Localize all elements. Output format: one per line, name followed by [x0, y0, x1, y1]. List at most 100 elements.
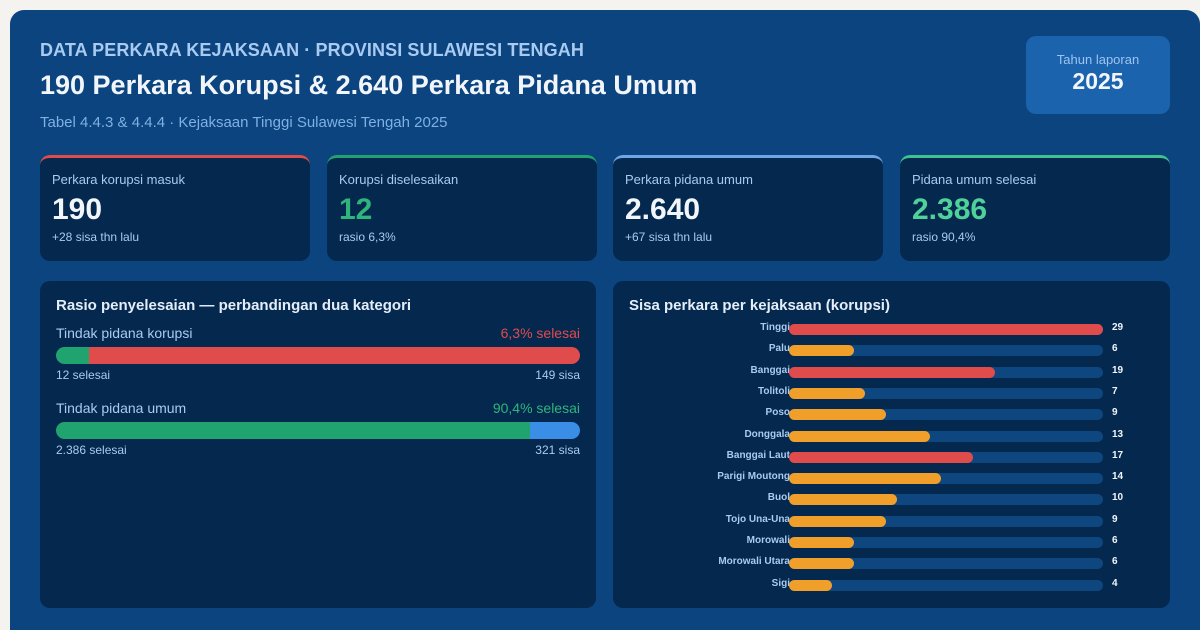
bar-row: Banggai 19	[613, 363, 1173, 383]
bar-row: Tinggi 29	[613, 320, 1173, 340]
bar-fill	[789, 537, 854, 548]
kpi-value: 12	[339, 193, 373, 226]
bar-value: 6	[1112, 556, 1118, 568]
ratio-row-percent: 90,4% selesai	[492, 400, 580, 416]
kpi-value: 190	[52, 193, 103, 226]
ratio-done-label: 12 selesai	[56, 368, 111, 382]
bar-label: Banggai	[750, 364, 790, 376]
bar-row: Poso 9	[613, 405, 1173, 425]
ratio-left-label: 321 sisa	[535, 443, 580, 457]
year-badge-value: 2025	[1072, 68, 1124, 94]
kpi-label: Pidana umum selesai	[912, 172, 1037, 187]
kpi-value: 2.640	[625, 193, 701, 226]
bar-track	[789, 345, 1103, 357]
bar-track	[789, 515, 1103, 527]
ratio-done-segment	[56, 422, 530, 439]
bar-track	[789, 579, 1103, 591]
bar-label: Tojo Una-Una	[725, 513, 790, 525]
bar-label: Sigi	[771, 577, 790, 589]
bar-fill	[789, 387, 865, 399]
bar-value: 9	[1112, 407, 1118, 419]
bar-fill	[789, 473, 941, 485]
bar-label: Tolitoli	[757, 385, 790, 397]
kpi-card-korupsi-masuk: Perkara korupsi masuk 190 +28 sisa thn l…	[40, 155, 310, 261]
bar-value: 29	[1112, 322, 1124, 333]
kpi-note: rasio 90,4%	[912, 230, 976, 244]
ratio-row-name: Tindak pidana umum	[56, 400, 187, 416]
bar-track	[789, 558, 1103, 570]
ratio-row-korupsi: Tindak pidana korupsi 6,3% selesai 12 se…	[56, 325, 580, 382]
bar-track	[789, 366, 1103, 378]
ratio-left-segment	[529, 422, 580, 439]
bar-label: Donggala	[744, 428, 790, 440]
kpi-value: 2.386	[912, 193, 988, 226]
bar-row: Parigi Moutong 14	[613, 469, 1173, 489]
bar-track	[789, 430, 1103, 442]
kpi-card-pidum-selesai: Pidana umum selesai 2.386 rasio 90,4%	[900, 155, 1170, 261]
bar-row: Morowali Utara 6	[613, 554, 1173, 574]
bar-value: 6	[1112, 535, 1118, 546]
bar-fill	[789, 558, 854, 570]
kpi-label: Perkara pidana umum	[625, 172, 753, 187]
bar-value: 9	[1112, 513, 1118, 525]
ratio-stacked-bar	[56, 347, 580, 364]
bar-value: 4	[1112, 577, 1118, 589]
bar-row: Sigi 4	[613, 576, 1173, 596]
bar-row: Morowali 6	[613, 533, 1173, 553]
ratio-left-segment	[89, 347, 580, 364]
bar-label: Morowali	[746, 535, 790, 546]
bar-label: Banggai Laut	[726, 449, 790, 461]
bar-row: Tolitoli 7	[613, 384, 1173, 404]
ratio-stacked-bar	[56, 422, 580, 439]
bar-label: Buol	[767, 492, 790, 504]
ratio-done-label: 2.386 selesai	[56, 443, 127, 457]
bar-label: Palu	[768, 343, 790, 355]
bar-value: 19	[1112, 364, 1124, 376]
ratio-row-name: Tindak pidana korupsi	[56, 325, 193, 341]
ratio-panel-title: Rasio penyelesaian — perbandingan dua ka…	[56, 297, 412, 314]
bar-fill	[789, 345, 854, 357]
bar-label: Poso	[765, 407, 790, 419]
kpi-card-korupsi-selesai: Korupsi diselesaikan 12 rasio 6,3%	[327, 155, 597, 261]
bar-track	[789, 473, 1103, 485]
bar-fill	[789, 409, 887, 421]
ratio-left-label: 149 sisa	[535, 368, 580, 382]
bar-value: 10	[1112, 492, 1124, 504]
bar-row: Buol 10	[613, 490, 1173, 510]
bars-panel-title: Sisa perkara per kejaksaan (korupsi)	[629, 297, 890, 314]
ratio-row-percent: 6,3% selesai	[500, 325, 580, 341]
bars-panel: Sisa perkara per kejaksaan (korupsi) Tin…	[613, 281, 1170, 608]
bar-track	[789, 494, 1103, 506]
bar-label: Parigi Moutong	[717, 471, 790, 483]
bar-track	[789, 387, 1103, 399]
bar-track	[789, 409, 1103, 421]
bar-value: 13	[1112, 428, 1124, 440]
kpi-label: Korupsi diselesaikan	[339, 172, 459, 187]
bar-track	[789, 537, 1103, 548]
bar-row: Donggala 13	[613, 427, 1173, 447]
bar-value: 6	[1112, 343, 1118, 355]
kpi-label: Perkara korupsi masuk	[52, 172, 185, 187]
bar-fill	[789, 324, 1103, 335]
bar-fill	[789, 515, 887, 527]
bar-row: Tojo Una-Una 9	[613, 512, 1173, 532]
headline: 190 Perkara Korupsi & 2.640 Perkara Pida…	[40, 70, 698, 100]
bar-fill	[789, 579, 833, 591]
ratio-done-segment	[56, 347, 89, 364]
kpi-note: +28 sisa thn lalu	[52, 230, 140, 244]
bar-label: Tinggi	[760, 322, 790, 333]
bar-row: Banggai Laut 17	[613, 448, 1173, 468]
bar-value: 7	[1112, 385, 1118, 397]
bar-fill	[789, 430, 930, 442]
year-badge: Tahun laporan 2025	[1026, 36, 1170, 114]
eyebrow-title: DATA PERKARA KEJAKSAAN · PROVINSI SULAWE…	[40, 40, 584, 60]
bar-row: Palu 6	[613, 341, 1173, 361]
bar-label: Morowali Utara	[718, 556, 790, 568]
source-subtitle: Tabel 4.4.3 & 4.4.4 · Kejaksaan Tinggi S…	[40, 114, 448, 131]
year-badge-label: Tahun laporan	[1056, 52, 1140, 67]
bar-value: 17	[1112, 449, 1124, 461]
bar-value: 14	[1112, 471, 1124, 483]
bar-fill	[789, 451, 974, 463]
bar-track	[789, 324, 1103, 335]
ratio-panel: Rasio penyelesaian — perbandingan dua ka…	[40, 281, 596, 608]
